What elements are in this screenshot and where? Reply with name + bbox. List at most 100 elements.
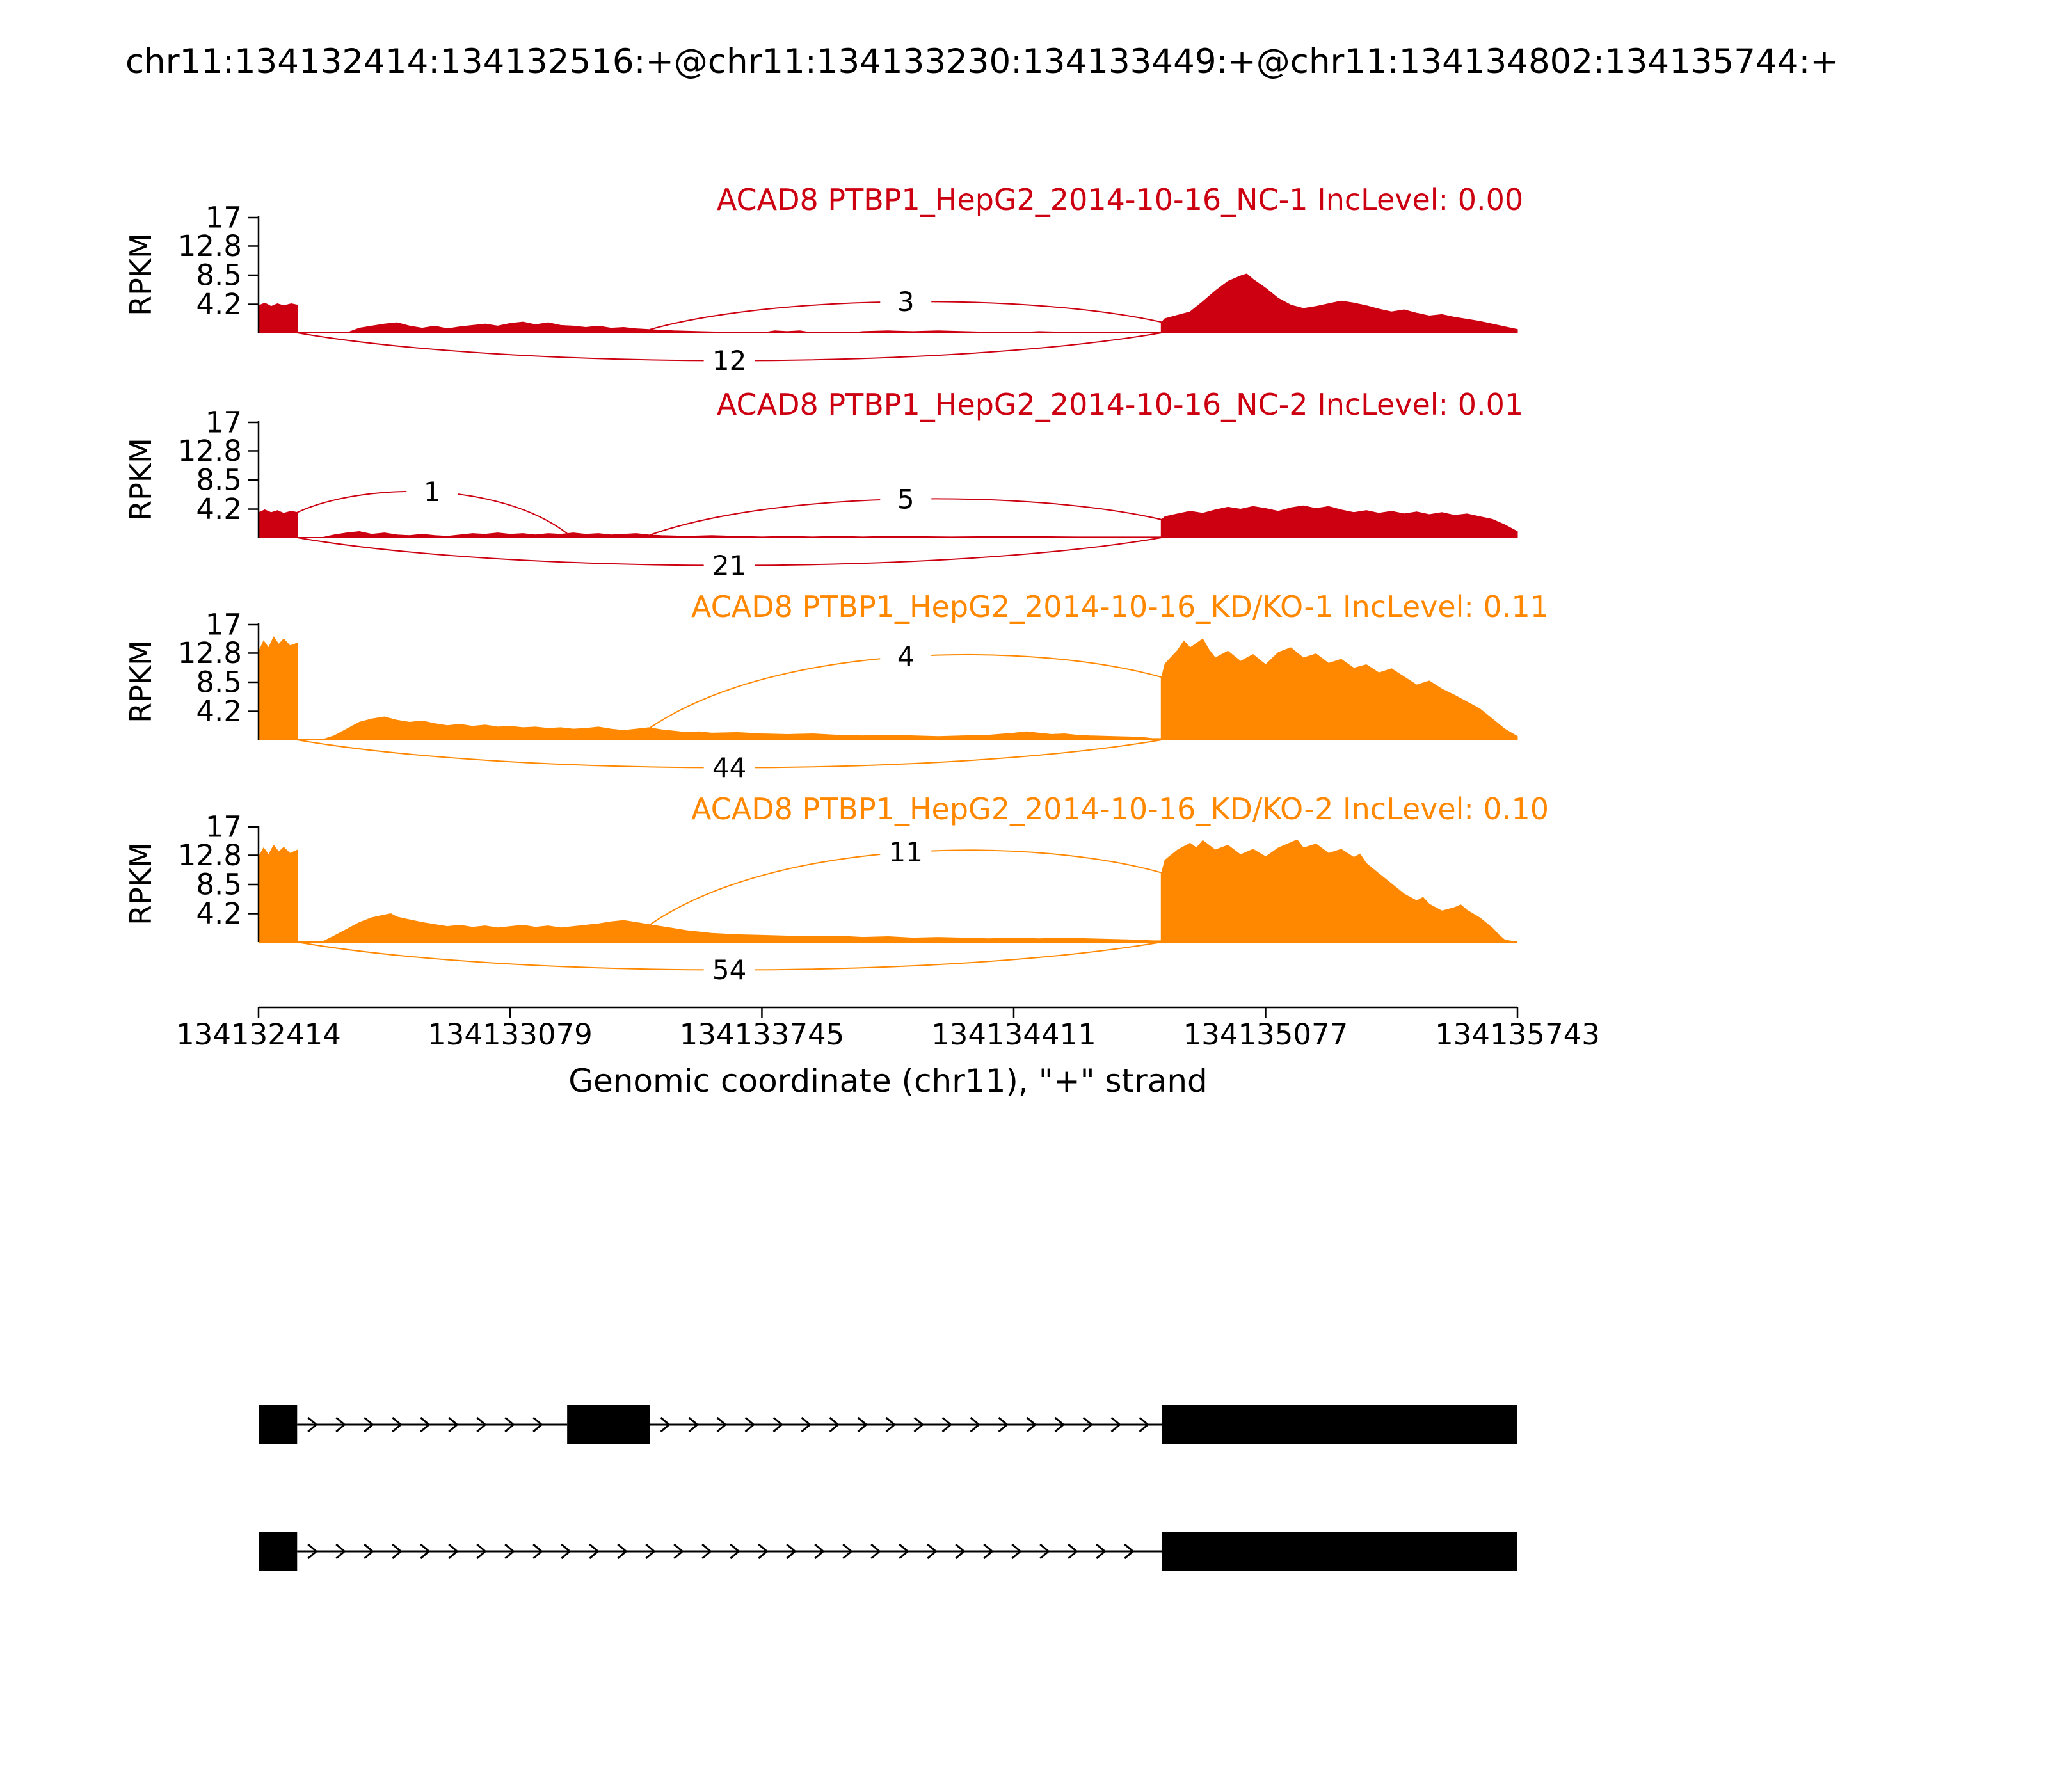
exon-box <box>567 1405 650 1444</box>
intron-arrow <box>899 1543 909 1560</box>
x-tick-label: 134134411 <box>931 1018 1096 1052</box>
page-title: chr11:134132414:134132516:+@chr11:134133… <box>125 42 1839 81</box>
intron-arrow <box>730 1543 740 1560</box>
intron-arrow <box>758 1543 769 1560</box>
intron-arrow <box>364 1416 374 1433</box>
y-tick-label: 12.8 <box>178 434 242 468</box>
intron-arrow <box>504 1416 515 1433</box>
intron-arrow <box>744 1416 755 1433</box>
intron-arrow <box>673 1543 684 1560</box>
intron-arrow <box>1026 1416 1037 1433</box>
junction-label-bg <box>703 751 755 785</box>
x-tick-label: 134135743 <box>1435 1018 1600 1052</box>
junction-label-bg <box>880 640 932 674</box>
y-tick-label: 4.2 <box>196 287 242 321</box>
track-label: ACAD8 PTBP1_HepG2_2014-10-16_KD/KO-2 Inc… <box>691 792 1549 826</box>
intron-arrow <box>476 1416 487 1433</box>
y-tick-label: 12.8 <box>178 636 242 670</box>
junction-label-bg <box>880 482 932 516</box>
junction-label-bg <box>880 285 932 319</box>
y-tick-label: 17 <box>205 201 242 235</box>
y-tick-label: 17 <box>205 406 242 440</box>
intron-arrow <box>645 1543 656 1560</box>
intron-arrow <box>970 1416 980 1433</box>
intron-arrow <box>842 1543 853 1560</box>
track-label: ACAD8 PTBP1_HepG2_2014-10-16_NC-2 IncLev… <box>717 387 1523 422</box>
intron-arrow <box>307 1416 318 1433</box>
intron-arrow <box>814 1543 825 1560</box>
intron-arrow <box>1082 1416 1093 1433</box>
intron-arrow <box>772 1416 783 1433</box>
y-tick-label: 8.5 <box>196 868 242 902</box>
intron-arrow <box>448 1543 459 1560</box>
exon-box <box>1161 1405 1517 1444</box>
intron-arrow <box>688 1416 699 1433</box>
intron-arrow <box>1139 1416 1149 1433</box>
x-axis-title: Genomic coordinate (chr11), "+" strand <box>568 1062 1208 1100</box>
x-tick-label: 134133079 <box>428 1018 593 1052</box>
x-tick-label: 134133745 <box>680 1018 845 1052</box>
track-label: ACAD8 PTBP1_HepG2_2014-10-16_NC-1 IncLev… <box>717 182 1523 217</box>
junction-label-bg <box>703 953 755 987</box>
intron-arrow <box>307 1543 318 1560</box>
intron-arrow <box>420 1416 431 1433</box>
coverage-area <box>258 839 1518 943</box>
y-axis-title: RPKM <box>124 438 158 521</box>
junction-label-bg <box>880 835 932 869</box>
intron-arrow <box>1011 1543 1022 1560</box>
intron-arrow <box>941 1416 952 1433</box>
intron-arrow <box>998 1416 1009 1433</box>
intron-arrow <box>392 1543 403 1560</box>
intron-arrow <box>870 1543 881 1560</box>
exon-box <box>259 1405 298 1444</box>
junction-count: 11 <box>889 836 923 868</box>
x-tick-label: 134132414 <box>176 1018 341 1052</box>
y-tick-label: 12.8 <box>178 838 242 872</box>
y-tick-label: 8.5 <box>196 259 242 292</box>
intron-arrow <box>801 1416 812 1433</box>
intron-arrow <box>927 1543 938 1560</box>
intron-arrow <box>1110 1416 1121 1433</box>
intron-arrow <box>420 1543 431 1560</box>
junction-count: 1 <box>424 476 441 508</box>
intron-arrow <box>448 1416 459 1433</box>
y-tick-label: 12.8 <box>178 229 242 263</box>
junction-count: 12 <box>712 345 746 376</box>
y-tick-label: 4.2 <box>196 492 242 526</box>
intron-arrow <box>1054 1416 1065 1433</box>
intron-arrow <box>955 1543 966 1560</box>
intron-arrow <box>1068 1543 1078 1560</box>
intron-arrow <box>1124 1543 1135 1560</box>
intron-arrow <box>561 1543 572 1560</box>
intron-arrow <box>857 1416 868 1433</box>
junction-count: 5 <box>897 483 915 515</box>
coverage-area <box>258 273 1518 333</box>
intron-arrow <box>617 1543 628 1560</box>
y-tick-label: 8.5 <box>196 666 242 700</box>
intron-arrow <box>983 1543 994 1560</box>
junction-count: 4 <box>897 641 915 673</box>
intron-arrow <box>476 1543 487 1560</box>
intron-arrow <box>829 1416 840 1433</box>
exon-box <box>259 1532 298 1571</box>
junction-count: 44 <box>712 752 746 783</box>
intron-arrow <box>335 1543 346 1560</box>
track-label: ACAD8 PTBP1_HepG2_2014-10-16_KD/KO-1 Inc… <box>691 589 1549 624</box>
junction-label-bg <box>406 475 458 509</box>
intron-arrow <box>589 1543 600 1560</box>
junction-label-bg <box>703 344 755 378</box>
intron-arrow <box>504 1543 515 1560</box>
intron-arrow <box>1096 1543 1107 1560</box>
intron-arrow <box>885 1416 896 1433</box>
intron-arrow <box>532 1543 543 1560</box>
intron-arrow <box>364 1543 374 1560</box>
exon-box <box>1161 1532 1517 1571</box>
y-axis-title: RPKM <box>124 842 158 925</box>
intron-arrow <box>786 1543 797 1560</box>
intron-arrow <box>392 1416 403 1433</box>
y-axis-title: RPKM <box>124 233 158 316</box>
coverage-area <box>258 505 1518 538</box>
intron-arrow <box>701 1543 712 1560</box>
